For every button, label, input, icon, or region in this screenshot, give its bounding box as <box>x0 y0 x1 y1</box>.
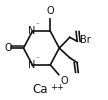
Text: Ca: Ca <box>33 83 48 96</box>
Text: O: O <box>4 43 12 53</box>
Text: N: N <box>28 60 36 70</box>
Text: ⁻: ⁻ <box>35 56 39 62</box>
Text: Br: Br <box>80 35 91 45</box>
Text: ++: ++ <box>50 83 64 92</box>
Text: N: N <box>28 26 36 36</box>
Text: O: O <box>47 6 54 16</box>
Text: ⁻: ⁻ <box>35 23 39 29</box>
Text: O: O <box>60 76 68 86</box>
